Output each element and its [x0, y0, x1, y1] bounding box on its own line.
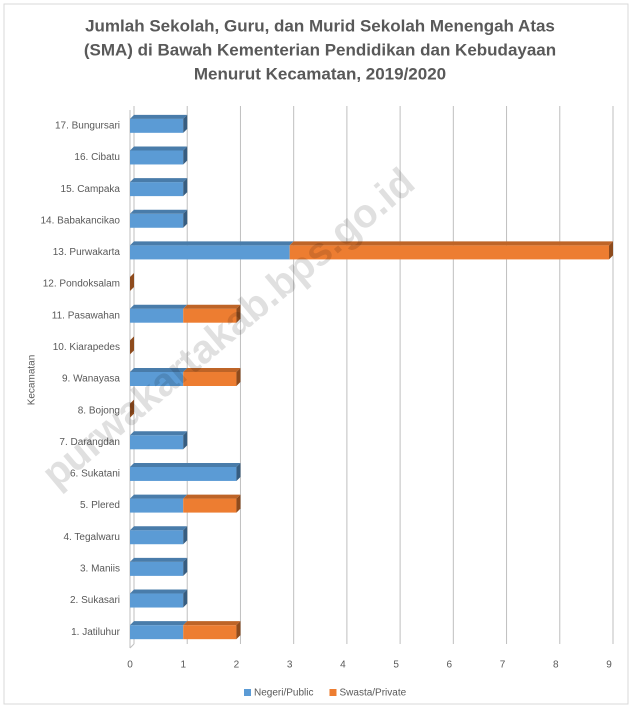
bar [183, 625, 237, 640]
x-tick-label: 6 [447, 660, 453, 671]
y-tick-label: 3. Maniis [80, 564, 120, 575]
bar [130, 435, 184, 450]
bar-top [130, 462, 241, 467]
bar-side [183, 114, 188, 133]
bar-top [130, 209, 188, 214]
y-tick-label: 9. Wanayasa [62, 374, 120, 385]
bar [130, 245, 290, 260]
y-tick-label: 11. Pasawahan [52, 310, 120, 321]
bar-top [130, 431, 188, 436]
y-tick-label: 2. Sukasari [70, 595, 120, 606]
y-tick-label: 17. Bungursari [55, 120, 120, 131]
x-tick-label: 5 [393, 660, 399, 671]
x-tick-label: 4 [340, 660, 346, 671]
bar-side [236, 462, 241, 481]
y-tick-label: 13. Purwakarta [53, 247, 121, 258]
bar-side [130, 336, 134, 355]
y-tick-label: 7. Darangdan [59, 437, 120, 448]
bar-top [183, 368, 241, 372]
x-tick-label: 8 [553, 660, 559, 671]
bar-top [130, 114, 188, 119]
bar [130, 466, 237, 481]
y-tick-label: 1. Jatiluhur [71, 627, 121, 638]
bar-side [183, 526, 188, 545]
bar [130, 498, 184, 513]
x-tick-label: 3 [287, 660, 293, 671]
x-tick-label: 0 [127, 660, 133, 671]
x-tick-label: 1 [180, 660, 186, 671]
y-tick-label: 4. Tegalwaru [63, 532, 120, 543]
chart-title: Jumlah Sekolah, Guru, dan Murid Sekolah … [85, 16, 555, 35]
bar-top [289, 241, 613, 246]
bar-top [130, 178, 188, 183]
bar [130, 561, 184, 576]
y-tick-label: 6. Sukatani [70, 469, 120, 480]
bar-side [236, 494, 241, 513]
bar [130, 372, 184, 386]
bar [289, 245, 609, 260]
bar [130, 150, 184, 165]
legend-label: Swasta/Private [339, 688, 406, 699]
bar [130, 213, 184, 228]
y-tick-label: 12. Pondoksalam [43, 279, 120, 290]
bar [183, 308, 237, 323]
bar-top [130, 526, 188, 531]
x-tick-label: 2 [234, 660, 240, 671]
y-tick-label: 8. Bojong [78, 405, 120, 416]
bar-top [130, 557, 188, 562]
y-tick-label: 10. Kiarapedes [53, 342, 120, 353]
y-tick-label: 14. Babakancikao [40, 215, 120, 226]
bar-top [130, 589, 188, 594]
chart-title: Menurut Kecamatan, 2019/2020 [194, 64, 446, 83]
bar [130, 625, 184, 640]
bar-side [183, 209, 188, 228]
y-tick-label: 15. Campaka [61, 184, 121, 195]
bar [130, 593, 184, 608]
bar [130, 118, 184, 133]
bar [130, 530, 184, 545]
legend-swatch [329, 689, 337, 696]
bar [130, 182, 184, 197]
x-tick-label: 9 [606, 660, 612, 671]
bar-top [130, 304, 188, 309]
bar-top [130, 368, 188, 372]
chart-title: (SMA) di Bawah Kementerian Pendidikan da… [84, 40, 556, 59]
bar-side [183, 146, 188, 165]
x-tick-label: 7 [500, 660, 506, 671]
y-tick-label: 16. Cibatu [74, 152, 120, 163]
bar-top [130, 241, 294, 246]
bar-top [183, 304, 241, 309]
bar-side [236, 368, 241, 386]
bar-side [183, 589, 188, 608]
bar [130, 308, 184, 323]
bar-side [183, 178, 188, 197]
bar-side [236, 304, 241, 323]
bar-side [183, 557, 188, 576]
axis-line [129, 643, 135, 649]
bar-side [183, 431, 188, 450]
bar-top [130, 621, 188, 626]
bar-side [130, 399, 134, 418]
bar-top [130, 146, 188, 151]
bar-top [183, 621, 241, 626]
legend-label: Negeri/Public [254, 688, 313, 699]
bar-side [609, 241, 613, 260]
bar-side [236, 621, 241, 640]
bar-top [130, 494, 188, 499]
bar-top [183, 494, 241, 499]
bar-side [130, 273, 134, 292]
y-tick-label: 5. Plered [80, 500, 120, 511]
bar [183, 498, 237, 513]
chart-border [3, 3, 629, 705]
bar [183, 372, 237, 386]
legend-swatch [244, 689, 251, 696]
y-axis-title: Kecamatan [27, 355, 38, 406]
